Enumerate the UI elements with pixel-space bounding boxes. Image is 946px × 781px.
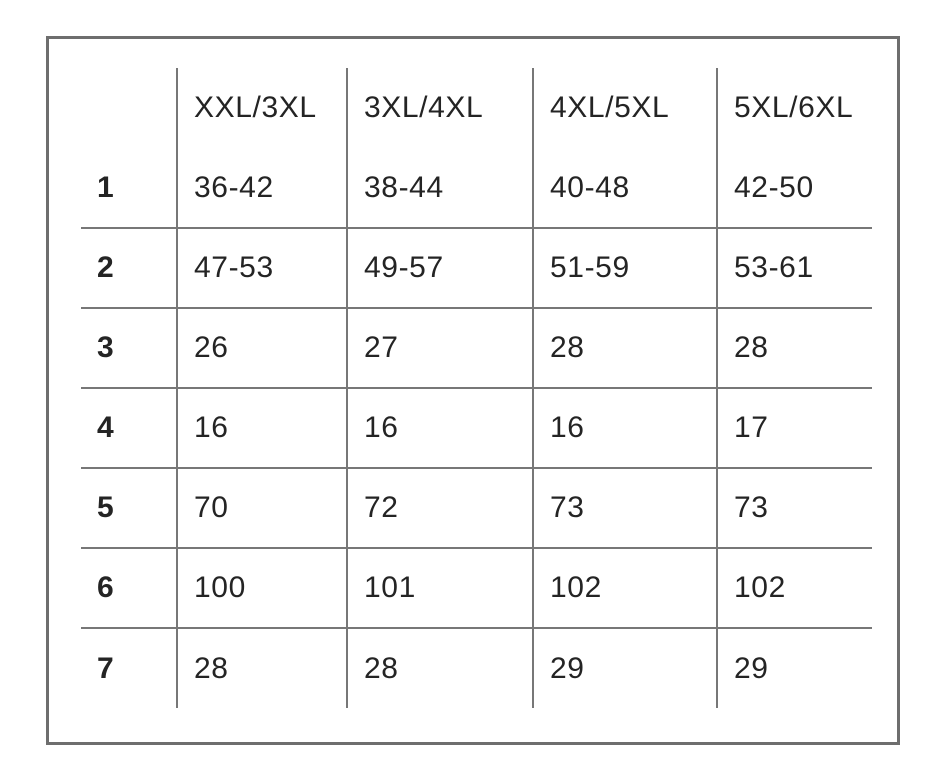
size-value-cell: 28 [346,627,534,708]
table-row: 2 47-53 49-57 51-59 53-61 [81,227,872,309]
table-row: 1 36-42 38-44 40-48 42-50 [81,148,872,229]
size-value-cell: 16 [346,387,534,469]
row-label: 7 [81,627,178,708]
size-value-cell: 16 [532,387,718,469]
size-value-cell: 40-48 [532,148,718,229]
size-value-cell: 51-59 [532,227,718,309]
size-value-cell: 102 [532,547,718,629]
row-label: 5 [81,467,178,549]
row-label: 1 [81,148,178,229]
table-row: 4 16 16 16 17 [81,387,872,469]
size-value-cell: 47-53 [176,227,348,309]
size-value-cell: 73 [532,467,718,549]
table-row: 3 26 27 28 28 [81,307,872,389]
column-header-xxl-3xl: XXL/3XL [176,68,348,148]
size-chart-table: XXL/3XL 3XL/4XL 4XL/5XL 5XL/6XL 1 36-42 … [81,68,872,708]
size-value-cell: 26 [176,307,348,389]
size-value-cell: 70 [176,467,348,549]
size-value-cell: 49-57 [346,227,534,309]
size-value-cell: 28 [716,307,872,389]
column-header-3xl-4xl: 3XL/4XL [346,68,534,148]
size-value-cell: 72 [346,467,534,549]
size-value-cell: 38-44 [346,148,534,229]
size-value-cell: 73 [716,467,872,549]
size-value-cell: 17 [716,387,872,469]
size-value-cell: 27 [346,307,534,389]
size-value-cell: 29 [716,627,872,708]
table-row: 6 100 101 102 102 [81,547,872,629]
size-value-cell: 42-50 [716,148,872,229]
row-label: 6 [81,547,178,629]
header-row: XXL/3XL 3XL/4XL 4XL/5XL 5XL/6XL [81,68,872,148]
size-value-cell: 36-42 [176,148,348,229]
size-value-cell: 16 [176,387,348,469]
size-value-cell: 101 [346,547,534,629]
column-header-5xl-6xl: 5XL/6XL [716,68,872,148]
size-value-cell: 53-61 [716,227,872,309]
table-row: 7 28 28 29 29 [81,627,872,708]
table-row: 5 70 72 73 73 [81,467,872,549]
corner-cell [81,68,178,148]
size-value-cell: 28 [176,627,348,708]
row-label: 3 [81,307,178,389]
size-value-cell: 28 [532,307,718,389]
row-label: 2 [81,227,178,309]
table-frame: XXL/3XL 3XL/4XL 4XL/5XL 5XL/6XL 1 36-42 … [46,36,900,745]
row-label: 4 [81,387,178,469]
size-value-cell: 29 [532,627,718,708]
column-header-4xl-5xl: 4XL/5XL [532,68,718,148]
size-value-cell: 100 [176,547,348,629]
size-value-cell: 102 [716,547,872,629]
